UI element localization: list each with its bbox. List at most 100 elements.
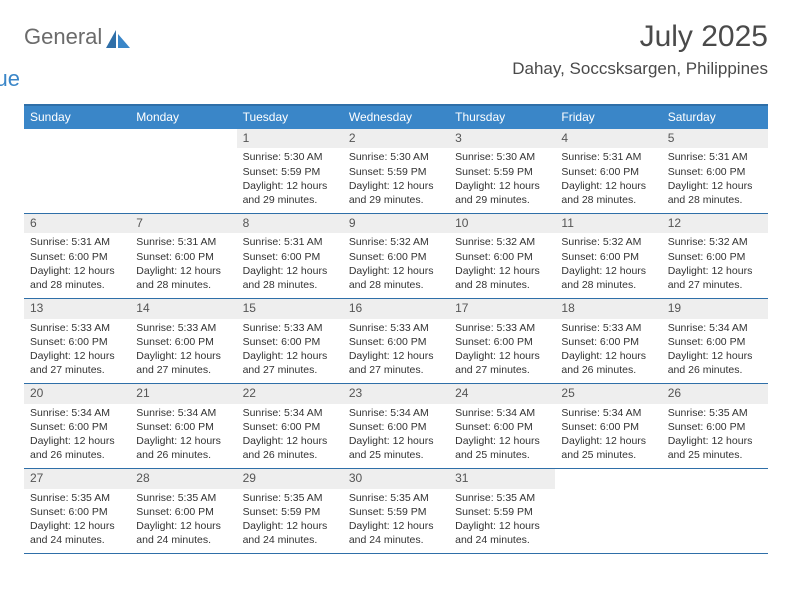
sunset-line: Sunset: 6:00 PM: [561, 420, 655, 434]
day-cell: 13Sunrise: 5:33 AMSunset: 6:00 PMDayligh…: [24, 299, 130, 383]
day-cell: 10Sunrise: 5:32 AMSunset: 6:00 PMDayligh…: [449, 214, 555, 298]
sunset-line: Sunset: 5:59 PM: [243, 165, 337, 179]
sunrise-line: Sunrise: 5:35 AM: [349, 491, 443, 505]
sunrise-line: Sunrise: 5:33 AM: [349, 321, 443, 335]
weekday-header: Saturday: [662, 106, 768, 129]
daylight-line: Daylight: 12 hours and 29 minutes.: [349, 179, 443, 207]
sunset-line: Sunset: 6:00 PM: [349, 250, 443, 264]
day-cell: 17Sunrise: 5:33 AMSunset: 6:00 PMDayligh…: [449, 299, 555, 383]
week-row: 20Sunrise: 5:34 AMSunset: 6:00 PMDayligh…: [24, 384, 768, 469]
sunset-line: Sunset: 5:59 PM: [349, 505, 443, 519]
daylight-line: Daylight: 12 hours and 24 minutes.: [30, 519, 124, 547]
daylight-line: Daylight: 12 hours and 25 minutes.: [349, 434, 443, 462]
daylight-line: Daylight: 12 hours and 27 minutes.: [30, 349, 124, 377]
day-body: Sunrise: 5:31 AMSunset: 6:00 PMDaylight:…: [24, 233, 130, 298]
daylight-line: Daylight: 12 hours and 28 minutes.: [243, 264, 337, 292]
sunset-line: Sunset: 6:00 PM: [30, 335, 124, 349]
day-number: 21: [130, 384, 236, 403]
day-cell: 16Sunrise: 5:33 AMSunset: 6:00 PMDayligh…: [343, 299, 449, 383]
day-cell: 23Sunrise: 5:34 AMSunset: 6:00 PMDayligh…: [343, 384, 449, 468]
day-number: 22: [237, 384, 343, 403]
day-cell: 11Sunrise: 5:32 AMSunset: 6:00 PMDayligh…: [555, 214, 661, 298]
sunset-line: Sunset: 6:00 PM: [561, 165, 655, 179]
day-body: Sunrise: 5:33 AMSunset: 6:00 PMDaylight:…: [24, 319, 130, 384]
calendar-table: SundayMondayTuesdayWednesdayThursdayFrid…: [24, 104, 768, 554]
day-body: Sunrise: 5:35 AMSunset: 5:59 PMDaylight:…: [449, 489, 555, 554]
day-body: Sunrise: 5:35 AMSunset: 6:00 PMDaylight:…: [130, 489, 236, 554]
daylight-line: Daylight: 12 hours and 26 minutes.: [668, 349, 762, 377]
day-body: Sunrise: 5:31 AMSunset: 6:00 PMDaylight:…: [237, 233, 343, 298]
day-number: 8: [237, 214, 343, 233]
daylight-line: Daylight: 12 hours and 24 minutes.: [349, 519, 443, 547]
day-cell: 12Sunrise: 5:32 AMSunset: 6:00 PMDayligh…: [662, 214, 768, 298]
day-body: Sunrise: 5:32 AMSunset: 6:00 PMDaylight:…: [449, 233, 555, 298]
sunrise-line: Sunrise: 5:35 AM: [30, 491, 124, 505]
sunrise-line: Sunrise: 5:31 AM: [561, 150, 655, 164]
sunrise-line: Sunrise: 5:35 AM: [243, 491, 337, 505]
day-number: 12: [662, 214, 768, 233]
day-number: 29: [237, 469, 343, 488]
sunset-line: Sunset: 6:00 PM: [455, 335, 549, 349]
day-number: 7: [130, 214, 236, 233]
sunrise-line: Sunrise: 5:31 AM: [30, 235, 124, 249]
sunrise-line: Sunrise: 5:35 AM: [136, 491, 230, 505]
sunset-line: Sunset: 6:00 PM: [243, 335, 337, 349]
sunrise-line: Sunrise: 5:33 AM: [243, 321, 337, 335]
daylight-line: Daylight: 12 hours and 26 minutes.: [136, 434, 230, 462]
day-number: 31: [449, 469, 555, 488]
sunrise-line: Sunrise: 5:34 AM: [349, 406, 443, 420]
day-cell: [130, 129, 236, 213]
day-body: Sunrise: 5:34 AMSunset: 6:00 PMDaylight:…: [237, 404, 343, 469]
sunrise-line: Sunrise: 5:32 AM: [349, 235, 443, 249]
daylight-line: Daylight: 12 hours and 25 minutes.: [668, 434, 762, 462]
weekday-header: Friday: [555, 106, 661, 129]
daylight-line: Daylight: 12 hours and 27 minutes.: [455, 349, 549, 377]
daylight-line: Daylight: 12 hours and 29 minutes.: [243, 179, 337, 207]
day-body: Sunrise: 5:33 AMSunset: 6:00 PMDaylight:…: [237, 319, 343, 384]
sunrise-line: Sunrise: 5:34 AM: [243, 406, 337, 420]
day-body: Sunrise: 5:35 AMSunset: 5:59 PMDaylight:…: [237, 489, 343, 554]
brand-logo: General Blue: [24, 20, 132, 90]
week-row: 13Sunrise: 5:33 AMSunset: 6:00 PMDayligh…: [24, 299, 768, 384]
daylight-line: Daylight: 12 hours and 28 minutes.: [668, 179, 762, 207]
daylight-line: Daylight: 12 hours and 27 minutes.: [243, 349, 337, 377]
day-body: Sunrise: 5:35 AMSunset: 6:00 PMDaylight:…: [24, 489, 130, 554]
weekday-header: Monday: [130, 106, 236, 129]
brand-word-2: Blue: [0, 68, 102, 90]
sunset-line: Sunset: 6:00 PM: [30, 420, 124, 434]
brand-text: General Blue: [24, 26, 102, 90]
sunrise-line: Sunrise: 5:33 AM: [561, 321, 655, 335]
day-cell: 18Sunrise: 5:33 AMSunset: 6:00 PMDayligh…: [555, 299, 661, 383]
day-cell: 3Sunrise: 5:30 AMSunset: 5:59 PMDaylight…: [449, 129, 555, 213]
sunset-line: Sunset: 6:00 PM: [136, 250, 230, 264]
sunset-line: Sunset: 6:00 PM: [668, 420, 762, 434]
calendar-page: General Blue July 2025 Dahay, Soccsksarg…: [0, 0, 792, 612]
day-body: Sunrise: 5:33 AMSunset: 6:00 PMDaylight:…: [449, 319, 555, 384]
daylight-line: Daylight: 12 hours and 26 minutes.: [30, 434, 124, 462]
day-body: Sunrise: 5:31 AMSunset: 6:00 PMDaylight:…: [130, 233, 236, 298]
sunset-line: Sunset: 6:00 PM: [136, 335, 230, 349]
day-body: Sunrise: 5:30 AMSunset: 5:59 PMDaylight:…: [343, 148, 449, 213]
daylight-line: Daylight: 12 hours and 28 minutes.: [30, 264, 124, 292]
week-row: 27Sunrise: 5:35 AMSunset: 6:00 PMDayligh…: [24, 469, 768, 554]
sunrise-line: Sunrise: 5:30 AM: [349, 150, 443, 164]
daylight-line: Daylight: 12 hours and 25 minutes.: [455, 434, 549, 462]
day-body: Sunrise: 5:33 AMSunset: 6:00 PMDaylight:…: [130, 319, 236, 384]
day-cell: [555, 469, 661, 553]
sunrise-line: Sunrise: 5:31 AM: [136, 235, 230, 249]
day-number: [24, 129, 130, 148]
day-body: Sunrise: 5:33 AMSunset: 6:00 PMDaylight:…: [343, 319, 449, 384]
sunrise-line: Sunrise: 5:30 AM: [243, 150, 337, 164]
page-title: July 2025: [512, 20, 768, 53]
day-cell: 22Sunrise: 5:34 AMSunset: 6:00 PMDayligh…: [237, 384, 343, 468]
sunrise-line: Sunrise: 5:32 AM: [455, 235, 549, 249]
sunset-line: Sunset: 6:00 PM: [349, 335, 443, 349]
sunset-line: Sunset: 6:00 PM: [136, 420, 230, 434]
day-body: Sunrise: 5:31 AMSunset: 6:00 PMDaylight:…: [662, 148, 768, 213]
sunset-line: Sunset: 5:59 PM: [349, 165, 443, 179]
sunrise-line: Sunrise: 5:35 AM: [455, 491, 549, 505]
sunset-line: Sunset: 6:00 PM: [561, 250, 655, 264]
day-number: 20: [24, 384, 130, 403]
daylight-line: Daylight: 12 hours and 27 minutes.: [136, 349, 230, 377]
day-body: [555, 489, 661, 497]
